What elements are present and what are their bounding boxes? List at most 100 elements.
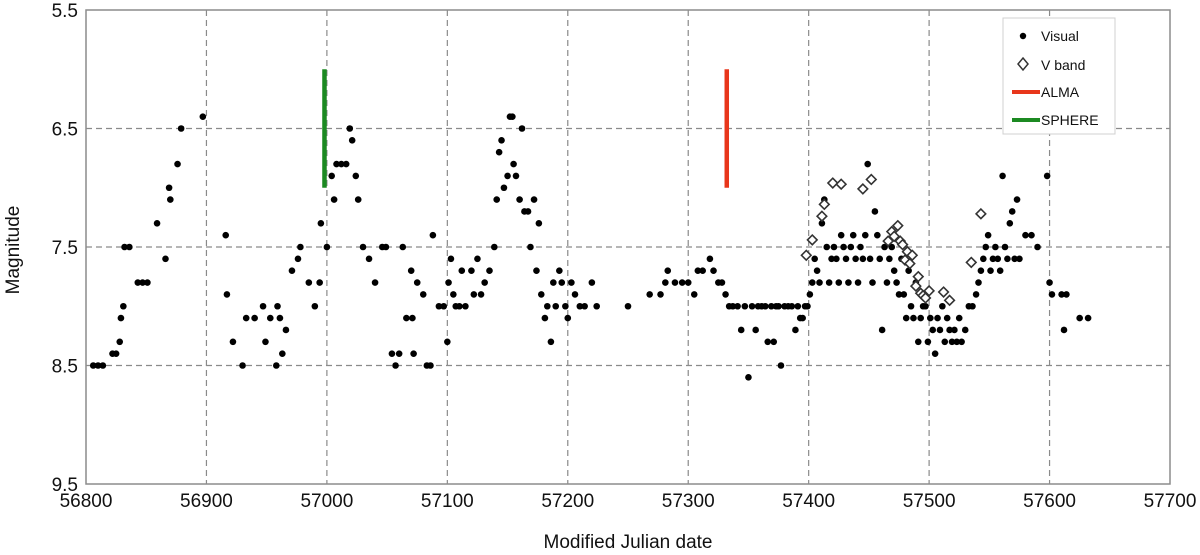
visual-data-point [996, 267, 1004, 275]
visual-data-point [512, 172, 520, 180]
visual-data-point [1016, 255, 1023, 263]
v-band-data-point [818, 198, 831, 211]
visual-data-point [359, 243, 367, 251]
visual-data-point [818, 220, 826, 227]
visual-data-point [823, 243, 831, 251]
visual-data-point [576, 302, 584, 310]
visual-data-point [706, 255, 714, 263]
visual-data-point [121, 243, 128, 251]
visual-data-point [857, 243, 864, 251]
visual-data-point [936, 326, 944, 334]
visual-data-point [399, 243, 407, 251]
v-band-data-point [909, 280, 922, 293]
visual-data-point [690, 291, 698, 298]
visual-data-point [775, 302, 782, 310]
v-band-data-point [882, 235, 895, 248]
visual-data-point [989, 255, 997, 263]
visual-data-point [999, 172, 1006, 180]
visual-data-point [888, 243, 896, 251]
visual-data-point [588, 279, 596, 286]
visual-data-point [955, 314, 963, 322]
visual-data-point [1043, 172, 1051, 180]
visual-data-point [770, 338, 778, 346]
visual-data-point [338, 160, 345, 168]
visual-data-point [854, 279, 862, 286]
visual-data-point [1008, 208, 1016, 215]
visual-data-point [94, 362, 102, 369]
visual-data-point [900, 291, 908, 298]
v-band-data-point [865, 173, 878, 186]
visual-data-point [1011, 255, 1018, 263]
visual-data-point [395, 350, 403, 357]
visual-data-point [544, 302, 551, 310]
visual-data-point [953, 338, 961, 346]
visual-data-point [1076, 314, 1083, 322]
visual-data-point [671, 279, 679, 286]
v-band-data-point [923, 284, 936, 297]
x-tick-label: 57500 [903, 491, 956, 512]
visual-data-point [558, 279, 566, 286]
visual-data-point [435, 302, 443, 310]
visual-data-point [510, 160, 517, 168]
visual-data-point [718, 279, 726, 286]
visual-data-point [1028, 231, 1035, 239]
legend-vband-symbol [1017, 56, 1029, 72]
legend-vband-label: V band [1041, 57, 1085, 73]
visual-data-point [910, 314, 917, 322]
visual-data-point [842, 255, 850, 263]
v-band-data-point [815, 210, 828, 223]
visual-data-point [745, 374, 752, 381]
visual-data-point [444, 338, 451, 346]
visual-data-point [694, 267, 702, 275]
visual-data-point [895, 291, 903, 298]
visual-data-point [419, 291, 427, 298]
visual-data-point [348, 137, 356, 144]
legend: Visual V band ALMA SPHERE [1002, 17, 1116, 135]
visual-data-point [788, 302, 796, 310]
visual-data-point [828, 255, 835, 263]
visual-data-point [840, 243, 847, 251]
visual-data-point [407, 267, 415, 275]
visual-data-point [403, 314, 410, 322]
visual-data-point [972, 291, 980, 298]
visual-data-point [1084, 314, 1092, 322]
visual-data-point [994, 255, 1002, 263]
visual-data-point [804, 302, 811, 310]
visual-data-point [495, 148, 503, 156]
visual-data-point [550, 279, 557, 286]
visual-data-point [752, 326, 759, 334]
visual-data-point [794, 302, 802, 310]
visual-data-point [878, 326, 886, 334]
visual-data-point [741, 302, 749, 310]
x-tick-label: 57000 [300, 491, 353, 512]
visual-data-point [806, 291, 814, 298]
visual-data-point [662, 279, 669, 286]
visual-data-point [946, 326, 953, 334]
legend-sphere-label: SPHERE [1041, 112, 1099, 128]
visual-data-point [1046, 279, 1053, 286]
visual-data-point [1013, 196, 1021, 203]
visual-data-point [481, 279, 488, 286]
v-band-data-point [896, 238, 909, 251]
visual-data-point [117, 314, 125, 322]
visual-data-point [365, 255, 373, 263]
y-tick-label: 5.5 [52, 1, 78, 22]
visual-data-point [533, 267, 540, 275]
grid-lines [86, 10, 1170, 484]
visual-data-point [737, 326, 745, 334]
visual-data-point [941, 338, 949, 346]
visual-data-point [864, 160, 871, 168]
visual-data-point [987, 267, 994, 275]
visual-data-point [112, 350, 120, 357]
visual-data-point [445, 279, 452, 286]
visual-data-point [593, 302, 600, 310]
visual-data-point [223, 291, 231, 298]
visual-data-point [984, 231, 992, 239]
visual-data-point [883, 279, 891, 286]
v-band-data-point [906, 249, 919, 262]
visual-data-point [849, 231, 857, 239]
visual-data-point [777, 362, 785, 369]
visual-data-point [134, 279, 142, 286]
visual-data-point [948, 338, 956, 346]
visual-data-point [552, 302, 560, 310]
